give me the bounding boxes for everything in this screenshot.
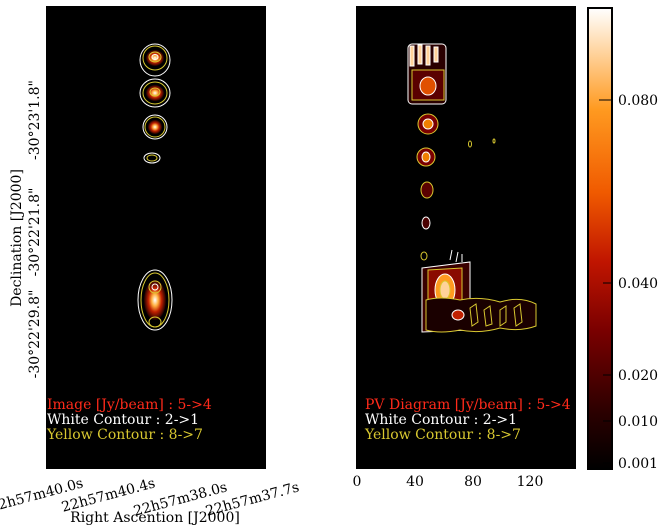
pv-panel-background [356, 6, 576, 469]
pv-legend-yellow-contour: Yellow Contour : 8->7 [364, 427, 521, 443]
colorbar-tick-0: 0.080 [618, 93, 658, 109]
source-d [143, 152, 161, 164]
source-c [142, 114, 168, 140]
colorbar-tick-2: 0.020 [618, 368, 658, 384]
source-e [137, 269, 173, 331]
image-legend-yellow-contour: Yellow Contour : 8->7 [46, 427, 203, 443]
pv-x-tick-80: 80 [464, 474, 482, 490]
pv-x-tick-120: 120 [517, 474, 544, 490]
pv-legend-white-contour: White Contour : 2->1 [365, 412, 517, 428]
colorbar-tick-3: 0.010 [618, 414, 658, 430]
colorbar-tick-4: 0.001 [618, 456, 658, 472]
source-a [139, 43, 171, 77]
colorbar-gradient [587, 7, 613, 470]
image-panel: Image [Jy/beam] : 5->4 White Contour : 2… [46, 6, 266, 469]
y-axis-label: Declination [J2000] [9, 169, 25, 307]
image-panel-background [46, 6, 266, 469]
image-legend-image: Image [Jy/beam] : 5->4 [47, 397, 212, 413]
pv-x-tick-0: 0 [353, 474, 362, 490]
x-axis-label: Right Ascention [J2000] [70, 510, 240, 526]
y-tick-label-1: -30°22'21.8" [27, 188, 43, 277]
colorbar: 0.080 0.040 0.020 0.010 0.001 [587, 7, 658, 472]
colorbar-tick-1: 0.040 [618, 276, 658, 292]
pv-legend-pv: PV Diagram [Jy/beam] : 5->4 [365, 397, 571, 413]
image-legend-white-contour: White Contour : 2->1 [47, 412, 199, 428]
pv-panel: PV Diagram [Jy/beam] : 5->4 White Contou… [356, 6, 576, 469]
pv-base [421, 249, 537, 333]
y-tick-label-0: -30°23'1.8" [27, 80, 43, 160]
pv-x-tick-40: 40 [406, 474, 424, 490]
source-b [139, 78, 171, 108]
y-tick-label-2: -30°22'29.8" [27, 290, 43, 379]
pv-ridge [407, 43, 496, 261]
